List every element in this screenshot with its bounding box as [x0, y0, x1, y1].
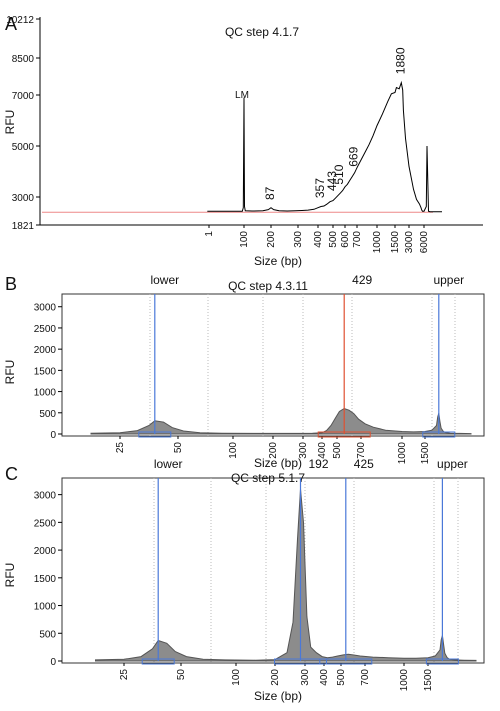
y-axis-label: RFU [3, 563, 17, 588]
x-tick-label: 500 [336, 669, 347, 686]
x-tick-label: 1500 [423, 669, 434, 692]
x-tick-label: 700 [356, 442, 367, 459]
y-tick-label: 7000 [12, 91, 35, 102]
y-tick-label: 0 [50, 430, 56, 441]
marker-bracket [274, 658, 327, 665]
peak-label: 443 [325, 171, 339, 191]
x-tick-label: 300 [298, 442, 309, 459]
marker-label: 192 [308, 457, 328, 471]
marker-bracket [425, 658, 459, 665]
x-tick-label: 25 [119, 669, 130, 681]
panel-letter-a: A [5, 14, 17, 34]
x-tick-label: 700 [360, 669, 371, 686]
x-tick-label: 500 [332, 442, 343, 459]
plot-frame [61, 477, 485, 664]
plot-frame [61, 293, 485, 437]
panel-a: A QC step 4.1.7 1821 3000 5000 7000 8500 10212 R… [3, 14, 483, 268]
x-tick-label: 3000 [404, 231, 415, 254]
y-tick-label: 1500 [34, 366, 57, 377]
marker-label: lower [150, 273, 179, 287]
series-area [90, 407, 472, 435]
x-tick-label: 200 [266, 231, 277, 248]
y-tick-label: 3000 [34, 491, 57, 502]
y-tick-label: 0 [50, 657, 56, 668]
chart-title: QC step 4.1.7 [225, 25, 299, 39]
x-tick-label: 600 [340, 231, 351, 248]
x-tick-label: 100 [231, 669, 242, 686]
panel-c: C QC step 5.1.7 0 500 1000 1500 2000 2500 3000 RF… [3, 457, 485, 703]
chart-title: QC step 4.3.11 [228, 279, 308, 293]
y-tick-label: 2000 [34, 546, 57, 557]
panel-letter-b: B [5, 274, 17, 294]
chart-title: QC step 5.1.7 [231, 471, 305, 485]
series-line [207, 80, 442, 213]
y-tick-label: 2500 [34, 324, 57, 335]
x-tick-label: 700 [352, 231, 363, 248]
y-tick-label: 8500 [12, 54, 35, 65]
x-tick-label: 1500 [390, 231, 401, 254]
peak-label: 669 [347, 146, 361, 166]
y-tick-label: 1000 [34, 602, 57, 613]
marker-bracket [319, 658, 373, 665]
marker-label: 429 [352, 273, 372, 287]
y-tick-label: 2000 [34, 345, 57, 356]
y-tick-label: 3000 [12, 193, 35, 204]
marker-label: upper [437, 457, 468, 471]
x-tick-label: 50 [176, 669, 187, 681]
x-tick-label: 25 [115, 442, 126, 454]
x-tick-label: 100 [228, 442, 239, 459]
marker-bracket [422, 431, 456, 438]
y-tick-label: 3000 [34, 303, 57, 314]
x-axis-label: Size (bp) [254, 456, 302, 470]
y-axis-label: RFU [3, 360, 17, 385]
x-tick-label: 1 [204, 231, 215, 237]
y-tick-label: 1000 [34, 388, 57, 399]
marker-bracket [317, 431, 371, 438]
y-tick-label: 5000 [12, 142, 35, 153]
x-axis-label: Size (bp) [254, 254, 302, 268]
x-tick-label: 100 [239, 231, 250, 248]
marker-bracket [141, 658, 175, 665]
y-tick-label: 500 [39, 629, 56, 640]
y-tick-label: 500 [39, 409, 56, 420]
x-tick-label: 400 [313, 231, 324, 248]
x-tick-label: 400 [317, 442, 328, 459]
y-tick-label: 2500 [34, 518, 57, 529]
series-area [95, 489, 477, 662]
x-tick-label: 1000 [372, 231, 383, 254]
panel-letter-c: C [5, 464, 18, 484]
marker-label: upper [433, 273, 464, 287]
peak-label: 1880 [393, 47, 407, 74]
x-tick-label: 1500 [420, 442, 431, 465]
panel-b: B QC step 4.3.11 0 500 1000 1500 2000 2500 3000 R… [3, 273, 485, 470]
peak-label: 357 [313, 178, 327, 198]
y-tick-label: 10212 [6, 15, 34, 26]
x-tick-label: 50 [173, 442, 184, 454]
x-axis-label: Size (bp) [254, 689, 302, 703]
x-tick-label: 6000 [419, 231, 430, 254]
marker-label: 425 [354, 457, 374, 471]
x-tick-label: 400 [319, 669, 330, 686]
x-tick-label: 1000 [397, 442, 408, 465]
peak-label: 510 [332, 164, 346, 184]
y-axis-label: RFU [3, 110, 17, 135]
x-tick-label: 200 [268, 442, 279, 459]
x-tick-label: 300 [293, 231, 304, 248]
x-tick-label: 200 [270, 669, 281, 686]
peak-label: 87 [263, 186, 277, 200]
y-tick-label: 1821 [12, 221, 35, 232]
lower-marker-label: LM [235, 90, 249, 101]
y-tick-label: 1500 [34, 574, 57, 585]
marker-bracket [138, 431, 172, 438]
x-tick-label: 500 [328, 231, 339, 248]
x-tick-label: 1000 [399, 669, 410, 692]
marker-label: lower [154, 457, 183, 471]
x-tick-label: 300 [300, 669, 311, 686]
